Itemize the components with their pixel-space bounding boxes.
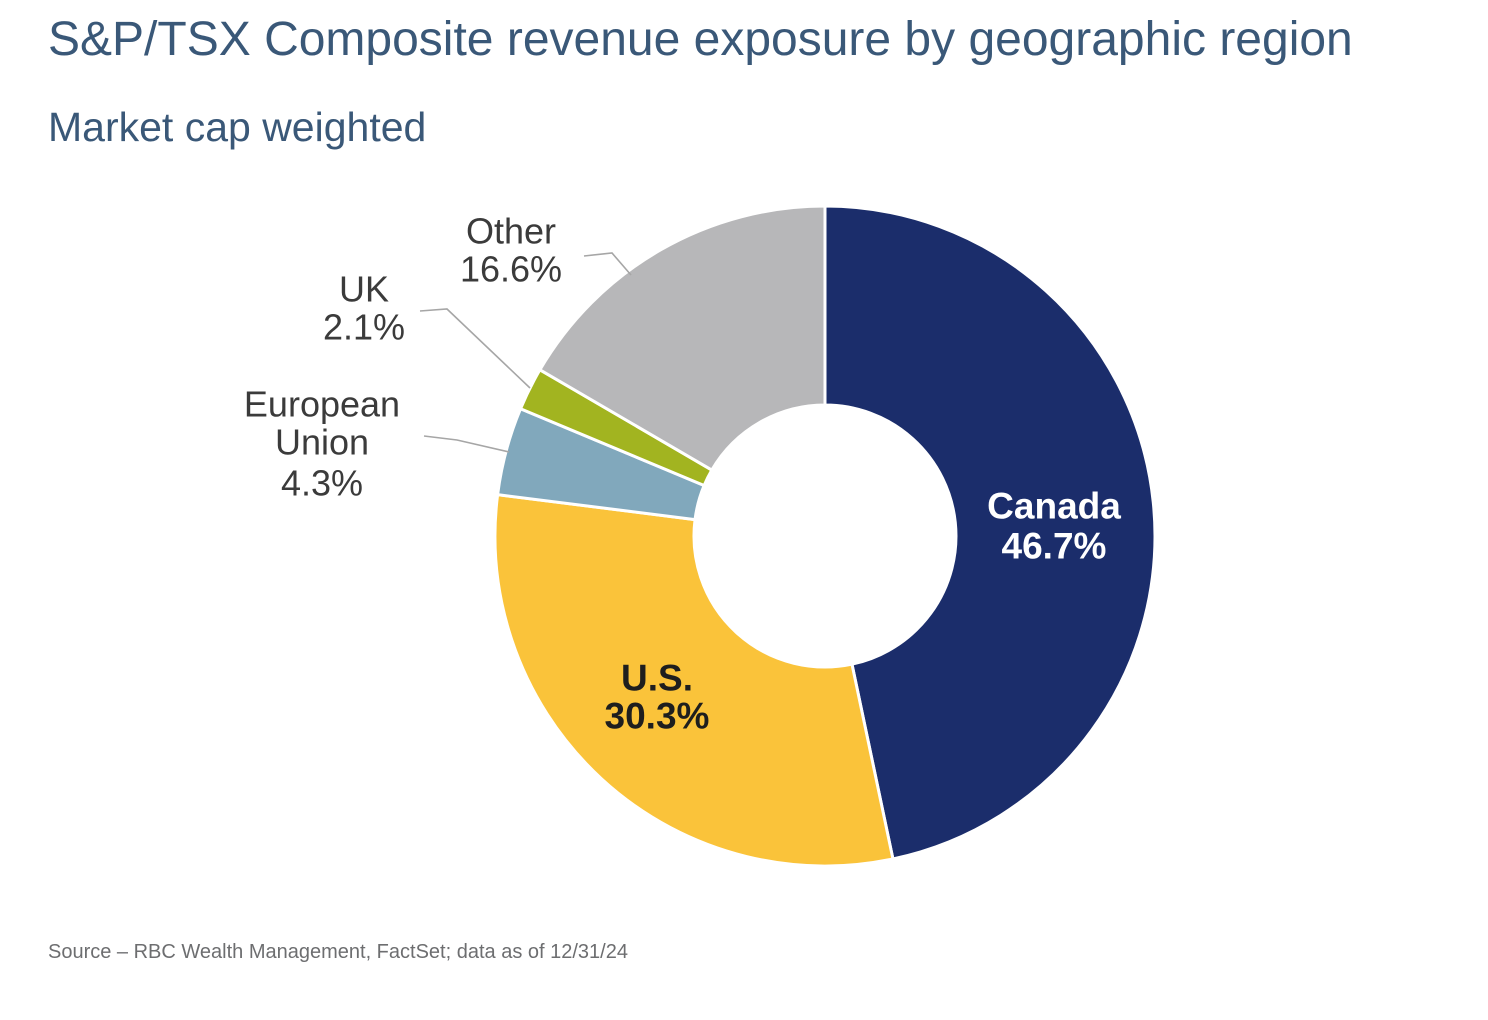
page-title: S&P/TSX Composite revenue exposure by ge… (48, 13, 1353, 66)
leader-other (583, 252, 632, 276)
slice-other (538, 204, 827, 472)
label-name-uk: UK (339, 269, 389, 310)
label-uk: UK2.1% (323, 269, 405, 348)
label-name-other: Other (466, 211, 556, 252)
label-value-uk: 2.1% (323, 307, 405, 348)
label-name-european-union: European (244, 384, 400, 425)
slice-canada (823, 204, 1157, 861)
label-value-u-s: 30.3% (605, 696, 710, 737)
source-note: Source – RBC Wealth Management, FactSet;… (48, 941, 628, 963)
label-name-european-union: Union (275, 422, 369, 463)
page-subtitle: Market cap weighted (48, 104, 427, 150)
leader-uk (419, 308, 531, 389)
slice-u-s (493, 493, 895, 868)
label-name-canada: Canada (987, 486, 1121, 527)
leader-european-union (423, 435, 510, 453)
label-value-european-union: 4.3% (281, 463, 363, 504)
label-u-s: U.S.30.3% (605, 658, 710, 737)
label-name-u-s: U.S. (621, 658, 693, 699)
label-value-canada: 46.7% (1002, 526, 1107, 567)
label-value-other: 16.6% (460, 249, 562, 290)
